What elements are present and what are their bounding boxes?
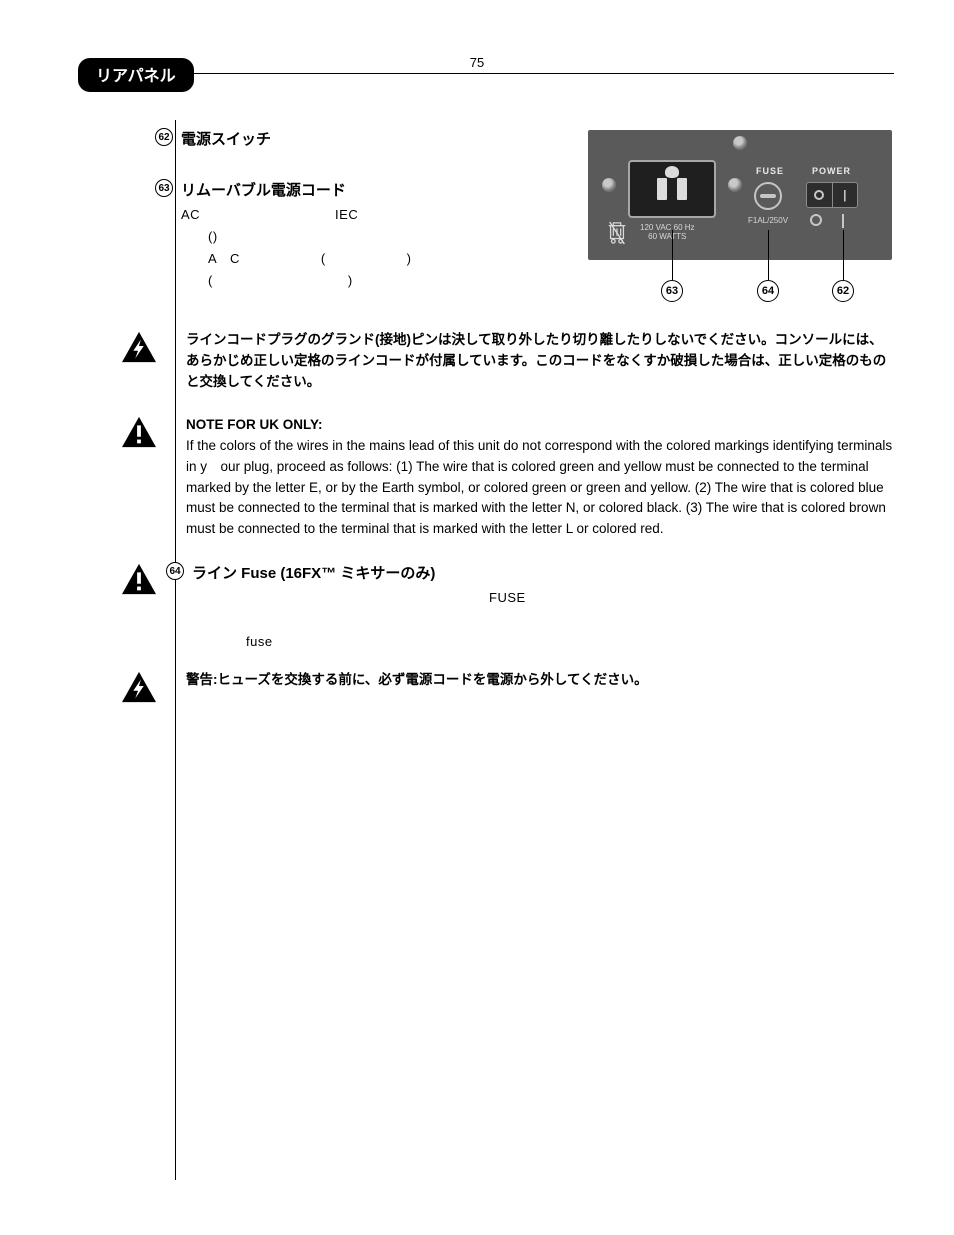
diagram-callout-62: 62 xyxy=(832,280,854,302)
screw-icon xyxy=(733,136,747,150)
warning-ground: ラインコードプラグのグランド(接地)ピンは決して取り外したり切り離したりしないで… xyxy=(120,330,894,393)
uk-body: If the colors of the wires in the mains … xyxy=(186,438,892,537)
item-63-title: リムーバブル電源コード xyxy=(181,179,412,200)
panel: 120 VAC 60 Hz 60 WATTS FUSE F1AL/250V PO… xyxy=(588,130,892,260)
item-63-body: AC IEC () A C ( ) ( ) xyxy=(181,204,412,292)
item-64-title: ライン Fuse (16FX™ ミキサーのみ) xyxy=(192,562,526,583)
callout-62: 62 xyxy=(155,128,173,146)
warning-ground-text: ラインコードプラグのグランド(接地)ピンは決して取り外したり切り離したりしないで… xyxy=(186,330,894,393)
section-title-tab: リアパネル xyxy=(78,58,194,92)
callout-63: 63 xyxy=(155,179,173,197)
section-rule xyxy=(78,73,894,74)
rating-line1: 120 VAC 60 Hz xyxy=(640,223,695,232)
fuse-label: FUSE xyxy=(756,166,784,176)
rating-line2: 60 WATTS xyxy=(648,232,686,241)
upper-items: 62 電源スイッチ 63 リムーバブル電源コード AC IEC () A C (… xyxy=(155,128,575,322)
item-64-body: FUSE fuse xyxy=(192,587,526,653)
warning-fuse: 警告:ヒューズを交換する前に、必ず電源コードを電源から外してください。 xyxy=(120,670,894,704)
diagram-callout-64: 64 xyxy=(757,280,779,302)
lightning-triangle-icon xyxy=(120,330,158,364)
lightning-triangle-icon xyxy=(120,670,158,704)
item-63: 63 リムーバブル電源コード AC IEC () A C ( ) ( ) xyxy=(155,179,575,292)
warning-fuse-text: 警告:ヒューズを交換する前に、必ず電源コードを電源から外してください。 xyxy=(186,670,894,691)
callout-64: 64 xyxy=(166,562,184,580)
weee-icon xyxy=(606,220,628,251)
leader-64 xyxy=(768,230,769,280)
diagram-callout-63: 63 xyxy=(661,280,683,302)
item-62-title: 電源スイッチ xyxy=(181,128,271,149)
exclamation-triangle-icon xyxy=(120,415,158,449)
page: リアパネル 62 電源スイッチ 63 リムーバブル電源コード AC IEC ()… xyxy=(0,0,954,100)
screw-icon xyxy=(602,178,616,192)
fuse-rating: F1AL/250V xyxy=(748,216,788,225)
power-label: POWER xyxy=(812,166,851,176)
rating-text: 120 VAC 60 Hz 60 WATTS xyxy=(640,224,695,242)
switch-o-icon xyxy=(810,214,822,226)
pin-icon xyxy=(677,178,687,200)
leader-62 xyxy=(843,230,844,280)
leader-63 xyxy=(672,230,673,280)
item-62: 62 電源スイッチ xyxy=(155,128,575,149)
lower-blocks: ラインコードプラグのグランド(接地)ピンは決して取り外したり切り離したりしないで… xyxy=(120,330,894,726)
iec-inlet xyxy=(628,160,716,218)
switch-i-icon xyxy=(842,214,844,228)
fuse-holder-icon xyxy=(754,182,782,210)
note-uk: NOTE FOR UK ONLY: If the colors of the w… xyxy=(120,415,894,541)
exclamation-triangle-icon xyxy=(120,562,158,596)
screw-icon xyxy=(728,178,742,192)
rear-panel-diagram: 120 VAC 60 Hz 60 WATTS FUSE F1AL/250V PO… xyxy=(588,130,892,310)
uk-title: NOTE FOR UK ONLY: xyxy=(186,417,323,432)
item-64-block: 64 ライン Fuse (16FX™ ミキサーのみ) FUSE fuse xyxy=(120,562,894,663)
pin-icon xyxy=(657,178,667,200)
power-switch-icon: | xyxy=(806,182,858,208)
ground-pin-icon xyxy=(665,166,679,178)
